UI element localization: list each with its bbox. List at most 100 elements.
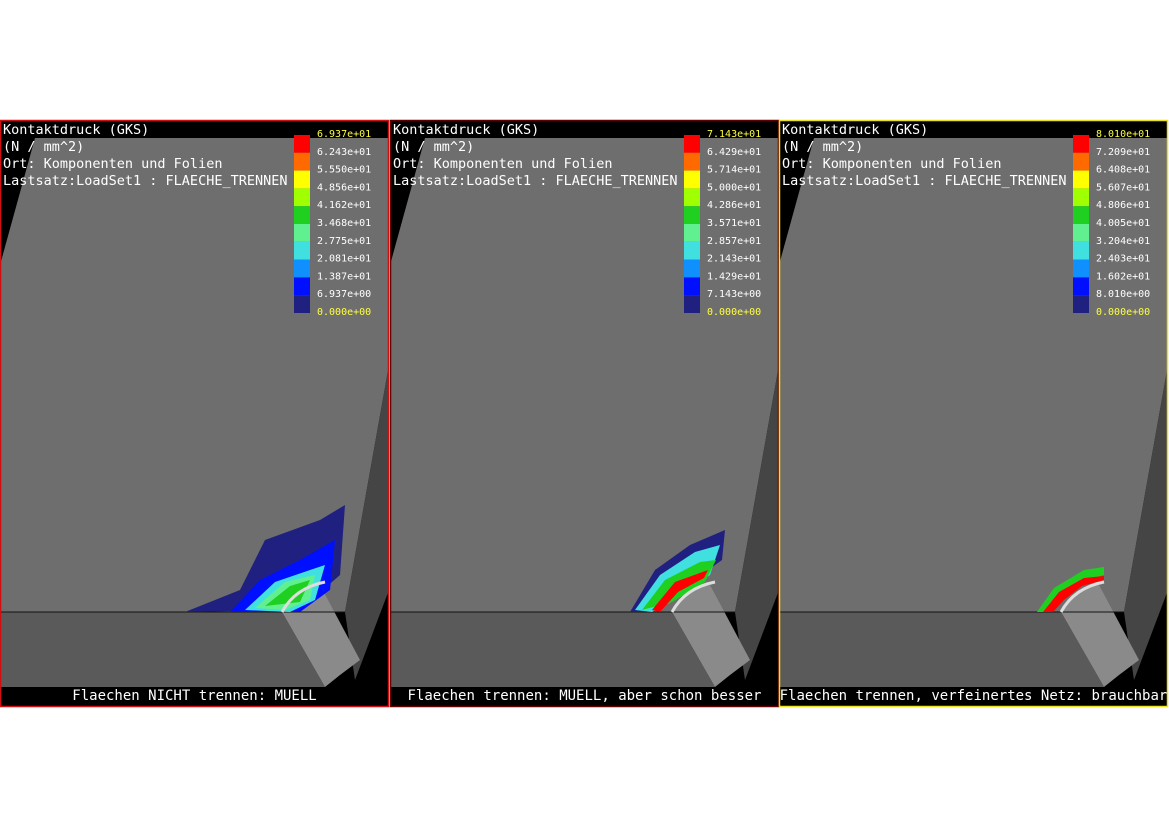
legend-swatch: [1073, 224, 1089, 242]
legend-label: 5.607e+01: [1096, 182, 1150, 193]
header-line: (N / mm^2): [782, 139, 863, 155]
legend-swatch: [1073, 206, 1089, 224]
side-face: [1124, 365, 1168, 680]
legend-swatch: [1073, 295, 1089, 313]
caption: Flaechen NICHT trennen: MUELL: [72, 688, 316, 704]
header-line: Lastsatz:LoadSet1 : FLAECHE_TRENNEN: [3, 173, 287, 189]
legend-swatch: [1073, 241, 1089, 260]
legend-label: 0.000e+00: [317, 307, 371, 318]
legend-label: 2.081e+01: [317, 254, 371, 265]
legend-swatch: [684, 135, 700, 153]
legend-label: 1.602e+01: [1096, 271, 1150, 282]
header-line: Ort: Komponenten und Folien: [3, 156, 222, 172]
legend-label: 7.209e+01: [1096, 147, 1150, 158]
legend-label: 8.010e+00: [1096, 289, 1150, 300]
panel: Kontaktdruck (GKS)(N / mm^2)Ort: Kompone…: [389, 119, 780, 708]
bore: [672, 585, 750, 687]
panel: Kontaktdruck (GKS)(N / mm^2)Ort: Kompone…: [778, 119, 1169, 708]
header-line: Lastsatz:LoadSet1 : FLAECHE_TRENNEN: [782, 173, 1066, 189]
header-line: (N / mm^2): [3, 139, 84, 155]
legend-label: 4.162e+01: [317, 200, 371, 211]
legend-swatch: [1073, 259, 1089, 278]
header-line: Kontaktdruck (GKS): [3, 122, 149, 138]
caption-bar: [779, 687, 1168, 707]
legend-swatch: [684, 277, 700, 296]
side-face: [735, 365, 779, 680]
legend-swatch: [294, 188, 310, 207]
caption-bar: [0, 687, 389, 707]
legend-label: 4.856e+01: [317, 182, 371, 193]
legend-label: 7.143e+01: [707, 129, 761, 140]
legend-label: 6.408e+01: [1096, 165, 1150, 176]
caption: Flaechen trennen, verfeinertes Netz: bra…: [780, 688, 1168, 704]
caption: Flaechen trennen: MUELL, aber schon bess…: [407, 688, 761, 704]
legend-label: 3.468e+01: [317, 218, 371, 229]
legend-swatch: [294, 170, 310, 189]
panel-border: [0, 119, 390, 708]
header-line: Lastsatz:LoadSet1 : FLAECHE_TRENNEN: [393, 173, 677, 189]
top-face: [0, 138, 389, 612]
header-line: Kontaktdruck (GKS): [782, 122, 928, 138]
legend-swatch: [1073, 170, 1089, 189]
legend-swatch: [684, 206, 700, 224]
legend-label: 6.429e+01: [707, 147, 761, 158]
legend-label: 4.286e+01: [707, 200, 761, 211]
legend-swatch: [294, 259, 310, 278]
legend-swatch: [294, 295, 310, 313]
panel: Kontaktdruck (GKS)(N / mm^2)Ort: Kompone…: [0, 119, 390, 708]
legend-label: 2.857e+01: [707, 236, 761, 247]
legend-label: 4.005e+01: [1096, 218, 1150, 229]
legend-label: 2.775e+01: [317, 236, 371, 247]
contour-region: [652, 570, 708, 612]
legend-swatch: [1073, 188, 1089, 207]
contour-region: [1043, 576, 1104, 612]
legend-swatch: [1073, 277, 1089, 296]
legend-label: 0.000e+00: [707, 307, 761, 318]
header-line: Ort: Komponenten und Folien: [782, 156, 1001, 172]
legend-label: 8.010e+01: [1096, 129, 1150, 140]
top-face: [779, 138, 1168, 612]
bore-rim: [280, 580, 326, 613]
legend-swatch: [684, 224, 700, 242]
panel-border: [778, 119, 1169, 708]
header-line: Ort: Komponenten und Folien: [393, 156, 612, 172]
bore: [1061, 585, 1139, 687]
legend-swatch: [684, 295, 700, 313]
legend-swatch: [294, 241, 310, 260]
legend-label: 7.143e+00: [707, 289, 761, 300]
floor-face: [390, 612, 715, 687]
legend-swatch: [294, 277, 310, 296]
top-face: [390, 138, 779, 612]
legend-label: 3.571e+01: [707, 218, 761, 229]
contour-region: [265, 580, 310, 606]
header-line: (N / mm^2): [393, 139, 474, 155]
bore-rim: [1059, 580, 1105, 613]
floor-face: [0, 612, 325, 687]
legend-label: 5.714e+01: [707, 165, 761, 176]
legend-label: 0.000e+00: [1096, 307, 1150, 318]
legend-label: 6.937e+00: [317, 289, 371, 300]
legend-swatch: [684, 152, 700, 171]
legend-swatch: [294, 152, 310, 171]
floor-face: [779, 612, 1104, 687]
side-face: [345, 365, 389, 680]
bore-rim: [670, 580, 716, 613]
legend-label: 4.806e+01: [1096, 200, 1150, 211]
legend-label: 6.243e+01: [317, 147, 371, 158]
legend-label: 1.387e+01: [317, 271, 371, 282]
header-line: Kontaktdruck (GKS): [393, 122, 539, 138]
legend-label: 2.403e+01: [1096, 254, 1150, 265]
legend-label: 3.204e+01: [1096, 236, 1150, 247]
panel-border: [389, 119, 780, 708]
legend-swatch: [294, 135, 310, 153]
legend-swatch: [684, 170, 700, 189]
legend-swatch: [294, 224, 310, 242]
legend-swatch: [1073, 135, 1089, 153]
legend-swatch: [294, 206, 310, 224]
legend-label: 5.000e+01: [707, 182, 761, 193]
legend-swatch: [684, 188, 700, 207]
caption-bar: [390, 687, 779, 707]
legend-swatch: [684, 241, 700, 260]
